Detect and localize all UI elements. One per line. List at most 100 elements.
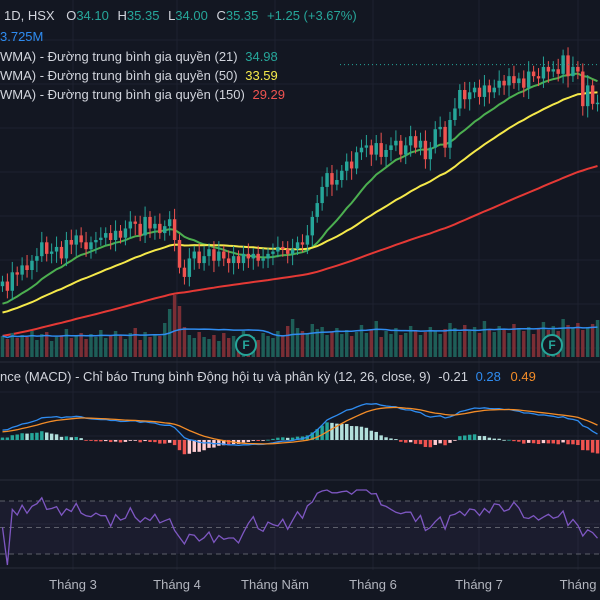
volume-bar — [231, 336, 236, 357]
candle-body — [438, 126, 442, 130]
candle-body — [404, 145, 408, 155]
macd-histogram-bar — [374, 431, 378, 440]
volume-bar — [345, 330, 349, 357]
volume-bar — [571, 328, 575, 357]
macd-label: nce (MACD) - Chỉ báo Trung bình Động hội… — [0, 369, 431, 384]
candle-body — [349, 161, 354, 169]
macd-histogram-bar — [467, 434, 472, 440]
candle-body — [443, 126, 447, 148]
high-value: 35.35 — [126, 8, 160, 23]
volume-bar — [369, 329, 374, 357]
macd-histogram-bar — [266, 439, 270, 441]
macd-histogram-bar — [290, 437, 295, 440]
volume-bar — [335, 328, 339, 357]
candle-body — [35, 256, 39, 261]
volume-bar — [285, 326, 290, 357]
candle-body — [128, 221, 133, 229]
financials-event-icon[interactable]: F — [235, 334, 257, 356]
candle-body — [207, 249, 211, 257]
macd-histogram-bar — [492, 438, 496, 440]
candle-body — [241, 253, 246, 264]
macd-histogram-bar — [546, 440, 551, 444]
macd-histogram-bar — [226, 440, 231, 446]
candle-body — [276, 246, 280, 252]
macd-histogram-bar — [556, 440, 560, 445]
candle-body — [231, 256, 236, 264]
wma150-line — [2, 165, 598, 337]
candle-body — [384, 150, 388, 157]
candle-body — [497, 80, 501, 88]
volume-bar — [394, 328, 398, 357]
candle-body — [320, 186, 324, 204]
volume-bar — [153, 334, 157, 357]
candle-body — [285, 249, 290, 254]
volume-bar — [222, 333, 226, 357]
macd-legend[interactable]: nce (MACD) - Chỉ báo Trung bình Động hội… — [0, 369, 536, 384]
volume-bar — [64, 329, 69, 357]
close-value: 35.35 — [225, 8, 259, 23]
candle-body — [482, 85, 487, 97]
candle-body — [192, 251, 196, 259]
volume-bar — [54, 337, 59, 357]
candle-body — [428, 147, 433, 160]
volume-bar — [448, 323, 452, 357]
candle-body — [163, 226, 167, 234]
volume-bar — [79, 333, 83, 357]
candle-body — [507, 76, 511, 86]
candle-body — [295, 242, 300, 250]
candle-body — [453, 108, 457, 120]
candle-body — [408, 136, 413, 146]
indicator-label: WMA) - Đường trung bình gia quyền (150) — [0, 87, 245, 102]
indicator-wma50[interactable]: WMA) - Đường trung bình gia quyền (50) 3… — [0, 68, 278, 83]
low-value: 34.00 — [175, 8, 208, 23]
financials-event-icon[interactable]: F — [541, 334, 563, 356]
macd-histogram-bar — [123, 440, 128, 442]
macd-histogram-bar — [561, 440, 565, 443]
indicator-wma21[interactable]: WMA) - Đường trung bình gia quyền (21) 3… — [0, 49, 278, 64]
volume-bar — [148, 337, 152, 357]
volume-bar — [399, 335, 403, 357]
volume-bar — [158, 336, 162, 357]
candle-body — [433, 129, 437, 148]
candle-body — [345, 161, 349, 171]
candle-body — [271, 251, 275, 254]
volume-bar — [108, 336, 113, 357]
wma21-line — [2, 72, 598, 305]
volume-bar — [467, 331, 472, 357]
macd-histogram-bar — [15, 434, 19, 440]
volume-bar — [59, 335, 64, 357]
macd-histogram-bar — [104, 440, 108, 442]
x-axis-label: Tháng 6 — [349, 577, 397, 592]
macd-histogram-bar — [541, 440, 546, 444]
symbol-interval: 1D, HSX — [4, 8, 55, 23]
macd-histogram-bar — [246, 440, 251, 442]
macd-histogram-bar — [187, 440, 192, 454]
volume-bar — [561, 319, 565, 357]
candle-body — [359, 147, 364, 153]
candle-body — [590, 85, 595, 104]
volume-bar — [99, 330, 103, 357]
volume-bar — [207, 339, 211, 357]
macd-histogram-bar — [443, 440, 447, 446]
candle-body — [325, 173, 329, 187]
volume-bar — [418, 335, 423, 357]
candle-body — [143, 216, 147, 236]
ohlc-header: 1D, HSX O34.10 H35.35 L34.00 C35.35 +1.2… — [4, 8, 357, 23]
macd-histogram-bar — [526, 440, 531, 443]
indicator-wma150[interactable]: WMA) - Đường trung bình gia quyền (150) … — [0, 87, 285, 102]
volume-bar — [349, 336, 354, 357]
macd-histogram-bar — [320, 425, 324, 440]
wma50-line — [2, 91, 598, 314]
macd-histogram-bar — [590, 440, 595, 453]
volume-bar — [143, 332, 147, 357]
volume-bar — [45, 332, 49, 357]
candle-body — [423, 140, 428, 160]
candle-body — [448, 120, 452, 148]
volume-bar — [69, 338, 74, 357]
volume-bar — [305, 333, 310, 357]
candle-body — [138, 223, 142, 236]
macd-histogram-bar — [30, 433, 34, 440]
high-label: H — [117, 8, 127, 23]
candle-body — [585, 85, 590, 107]
